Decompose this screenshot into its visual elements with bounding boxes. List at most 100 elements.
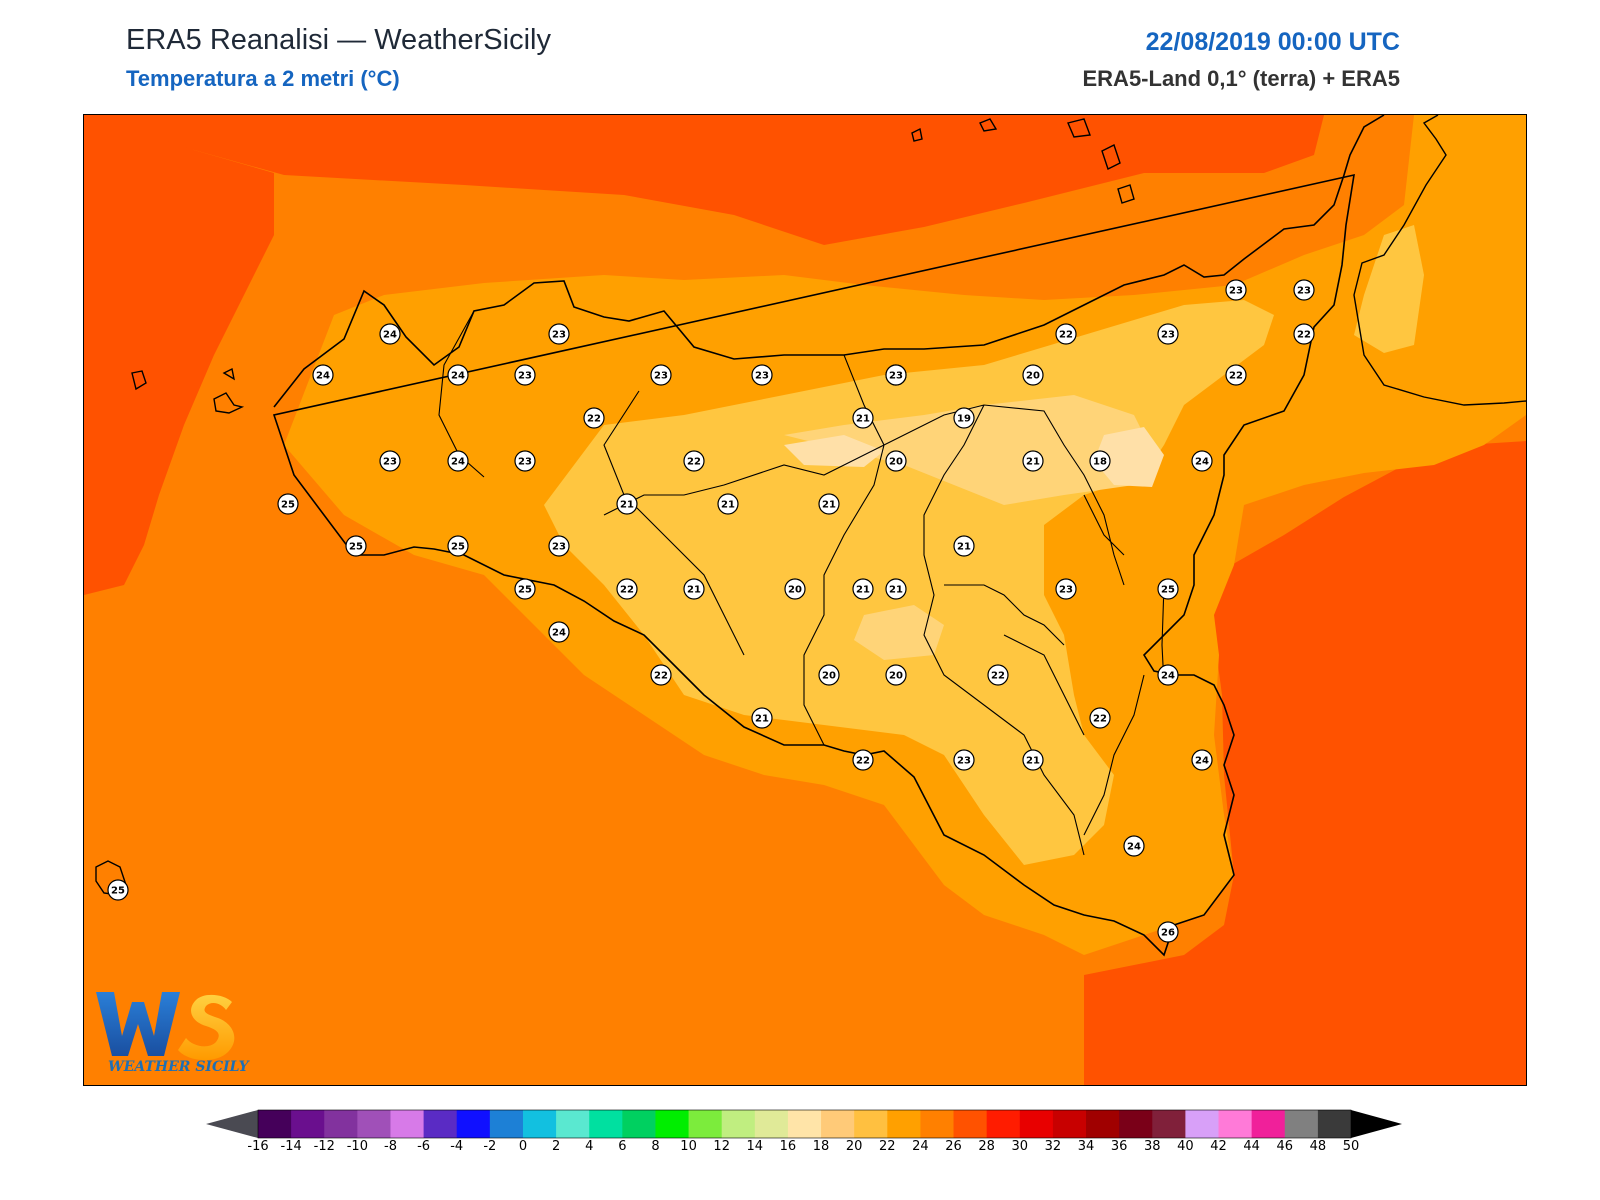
station-circle bbox=[583, 407, 605, 429]
station-circle bbox=[1293, 323, 1315, 345]
station-value: 23 bbox=[552, 542, 566, 553]
colorbar-swatch bbox=[1052, 1110, 1087, 1138]
station-circle bbox=[379, 323, 401, 345]
station-marker: 22 bbox=[852, 749, 874, 771]
station-circle bbox=[1225, 279, 1247, 301]
colorbar-tick-label: 44 bbox=[1243, 1139, 1260, 1152]
station-circle bbox=[514, 450, 536, 472]
station-circle bbox=[852, 578, 874, 600]
colorbar-tick-label: 0 bbox=[519, 1139, 527, 1152]
colorbar-swatch bbox=[589, 1110, 623, 1138]
station-marker: 22 bbox=[650, 664, 672, 686]
map-source: ERA5-Land 0,1° (terra) + ERA5 bbox=[1082, 66, 1401, 91]
station-marker: 25 bbox=[277, 493, 299, 515]
station-marker: 24 bbox=[1191, 749, 1213, 771]
colorbar-tick-label: 14 bbox=[747, 1139, 764, 1152]
station-circle bbox=[107, 879, 129, 901]
colorbar-tick-label: 10 bbox=[680, 1139, 697, 1152]
temperature-map: 24 23 24 24 23 23 23 23 22 23 24 23 22 25 21 21 21 25 25 23… bbox=[83, 114, 1527, 1086]
station-marker: 23 bbox=[751, 364, 773, 386]
station-circle bbox=[683, 450, 705, 472]
station-value: 21 bbox=[687, 585, 701, 596]
station-circle bbox=[312, 364, 334, 386]
colorbar-swatch bbox=[556, 1110, 590, 1138]
colorbar-tick-label: 36 bbox=[1111, 1139, 1128, 1152]
station-value: 23 bbox=[383, 457, 397, 468]
station-value: 22 bbox=[620, 585, 634, 596]
colorbar-tick-label: -16 bbox=[247, 1139, 268, 1152]
colorbar-swatch bbox=[1317, 1110, 1352, 1138]
station-circle bbox=[277, 493, 299, 515]
station-circle bbox=[1157, 921, 1179, 943]
station-circle bbox=[852, 749, 874, 771]
colorbar-svg: -16 -14 -12 -10 -8 -6 -4 -2 0 2 4 6 8 10 12 14 16 18 20 22 2… bbox=[206, 1109, 1402, 1154]
station-circle bbox=[818, 664, 840, 686]
station-value: 24 bbox=[451, 371, 465, 382]
station-value: 18 bbox=[1093, 457, 1107, 468]
station-value: 21 bbox=[889, 585, 903, 596]
station-marker: 23 bbox=[1157, 323, 1179, 345]
station-marker: 20 bbox=[784, 578, 806, 600]
station-marker: 19 bbox=[953, 407, 975, 429]
colorbar-swatch bbox=[920, 1110, 955, 1138]
station-value: 20 bbox=[788, 585, 802, 596]
station-marker: 23 bbox=[1293, 279, 1315, 301]
station-marker: 20 bbox=[885, 450, 907, 472]
station-marker: 24 bbox=[548, 621, 570, 643]
colorbar-tick-label: 26 bbox=[945, 1139, 962, 1152]
colorbar-tick-label: 2 bbox=[552, 1139, 560, 1152]
land-band-18-b bbox=[784, 435, 884, 467]
station-circle bbox=[852, 407, 874, 429]
colorbar-swatch bbox=[721, 1110, 756, 1138]
station-value: 23 bbox=[889, 371, 903, 382]
logo-s bbox=[178, 994, 235, 1061]
station-value: 24 bbox=[1195, 457, 1209, 468]
station-value: 21 bbox=[1026, 756, 1040, 767]
station-value: 24 bbox=[316, 371, 330, 382]
colorbar-swatch bbox=[622, 1110, 656, 1138]
station-marker: 21 bbox=[717, 493, 739, 515]
colorbar-swatch bbox=[489, 1110, 524, 1138]
station-value: 23 bbox=[654, 371, 668, 382]
station-marker: 20 bbox=[818, 664, 840, 686]
station-value: 24 bbox=[1127, 842, 1141, 853]
station-value: 21 bbox=[620, 500, 634, 511]
station-circle bbox=[885, 578, 907, 600]
station-value: 25 bbox=[281, 500, 295, 511]
station-circle bbox=[650, 664, 672, 686]
station-value: 24 bbox=[451, 457, 465, 468]
map-subtitle: Temperatura a 2 metri (°C) bbox=[126, 66, 400, 91]
province-borders bbox=[438, 310, 1165, 856]
colorbar-tick-label: 42 bbox=[1210, 1139, 1227, 1152]
colorbar-swatch bbox=[688, 1110, 723, 1138]
station-circle bbox=[751, 364, 773, 386]
station-value: 23 bbox=[1229, 286, 1243, 297]
station-circle bbox=[1022, 364, 1044, 386]
egadi-islands bbox=[131, 367, 245, 414]
station-marker: 21 bbox=[852, 407, 874, 429]
station-marker: 24 bbox=[312, 364, 334, 386]
station-marker: 25 bbox=[1157, 578, 1179, 600]
station-circle bbox=[1089, 450, 1111, 472]
station-value: 22 bbox=[1297, 330, 1311, 341]
colorbar-tick-label: 48 bbox=[1310, 1139, 1327, 1152]
colorbar-tick-label: 18 bbox=[813, 1139, 830, 1152]
station-marker: 22 bbox=[987, 664, 1009, 686]
station-value: 21 bbox=[755, 714, 769, 725]
colorbar-tick-label: 50 bbox=[1343, 1139, 1360, 1152]
station-markers: 24 23 24 24 23 23 23 23 22 23 24 23 22 25 21 21 21 25 25 23… bbox=[107, 279, 1315, 943]
station-value: 25 bbox=[1161, 585, 1175, 596]
station-value: 21 bbox=[721, 500, 735, 511]
station-marker: 23 bbox=[650, 364, 672, 386]
sicily-coastline bbox=[272, 115, 1385, 957]
station-value: 21 bbox=[822, 500, 836, 511]
station-value: 22 bbox=[1059, 330, 1073, 341]
colorbar-tick-label: 20 bbox=[846, 1139, 863, 1152]
station-circle bbox=[514, 578, 536, 600]
colorbar-swatch bbox=[1218, 1110, 1253, 1138]
station-circle bbox=[717, 493, 739, 515]
colorbar-tick-label: -6 bbox=[417, 1139, 430, 1152]
station-marker: 21 bbox=[751, 707, 773, 729]
colorbar-swatch bbox=[1152, 1110, 1186, 1138]
station-marker: 23 bbox=[548, 323, 570, 345]
